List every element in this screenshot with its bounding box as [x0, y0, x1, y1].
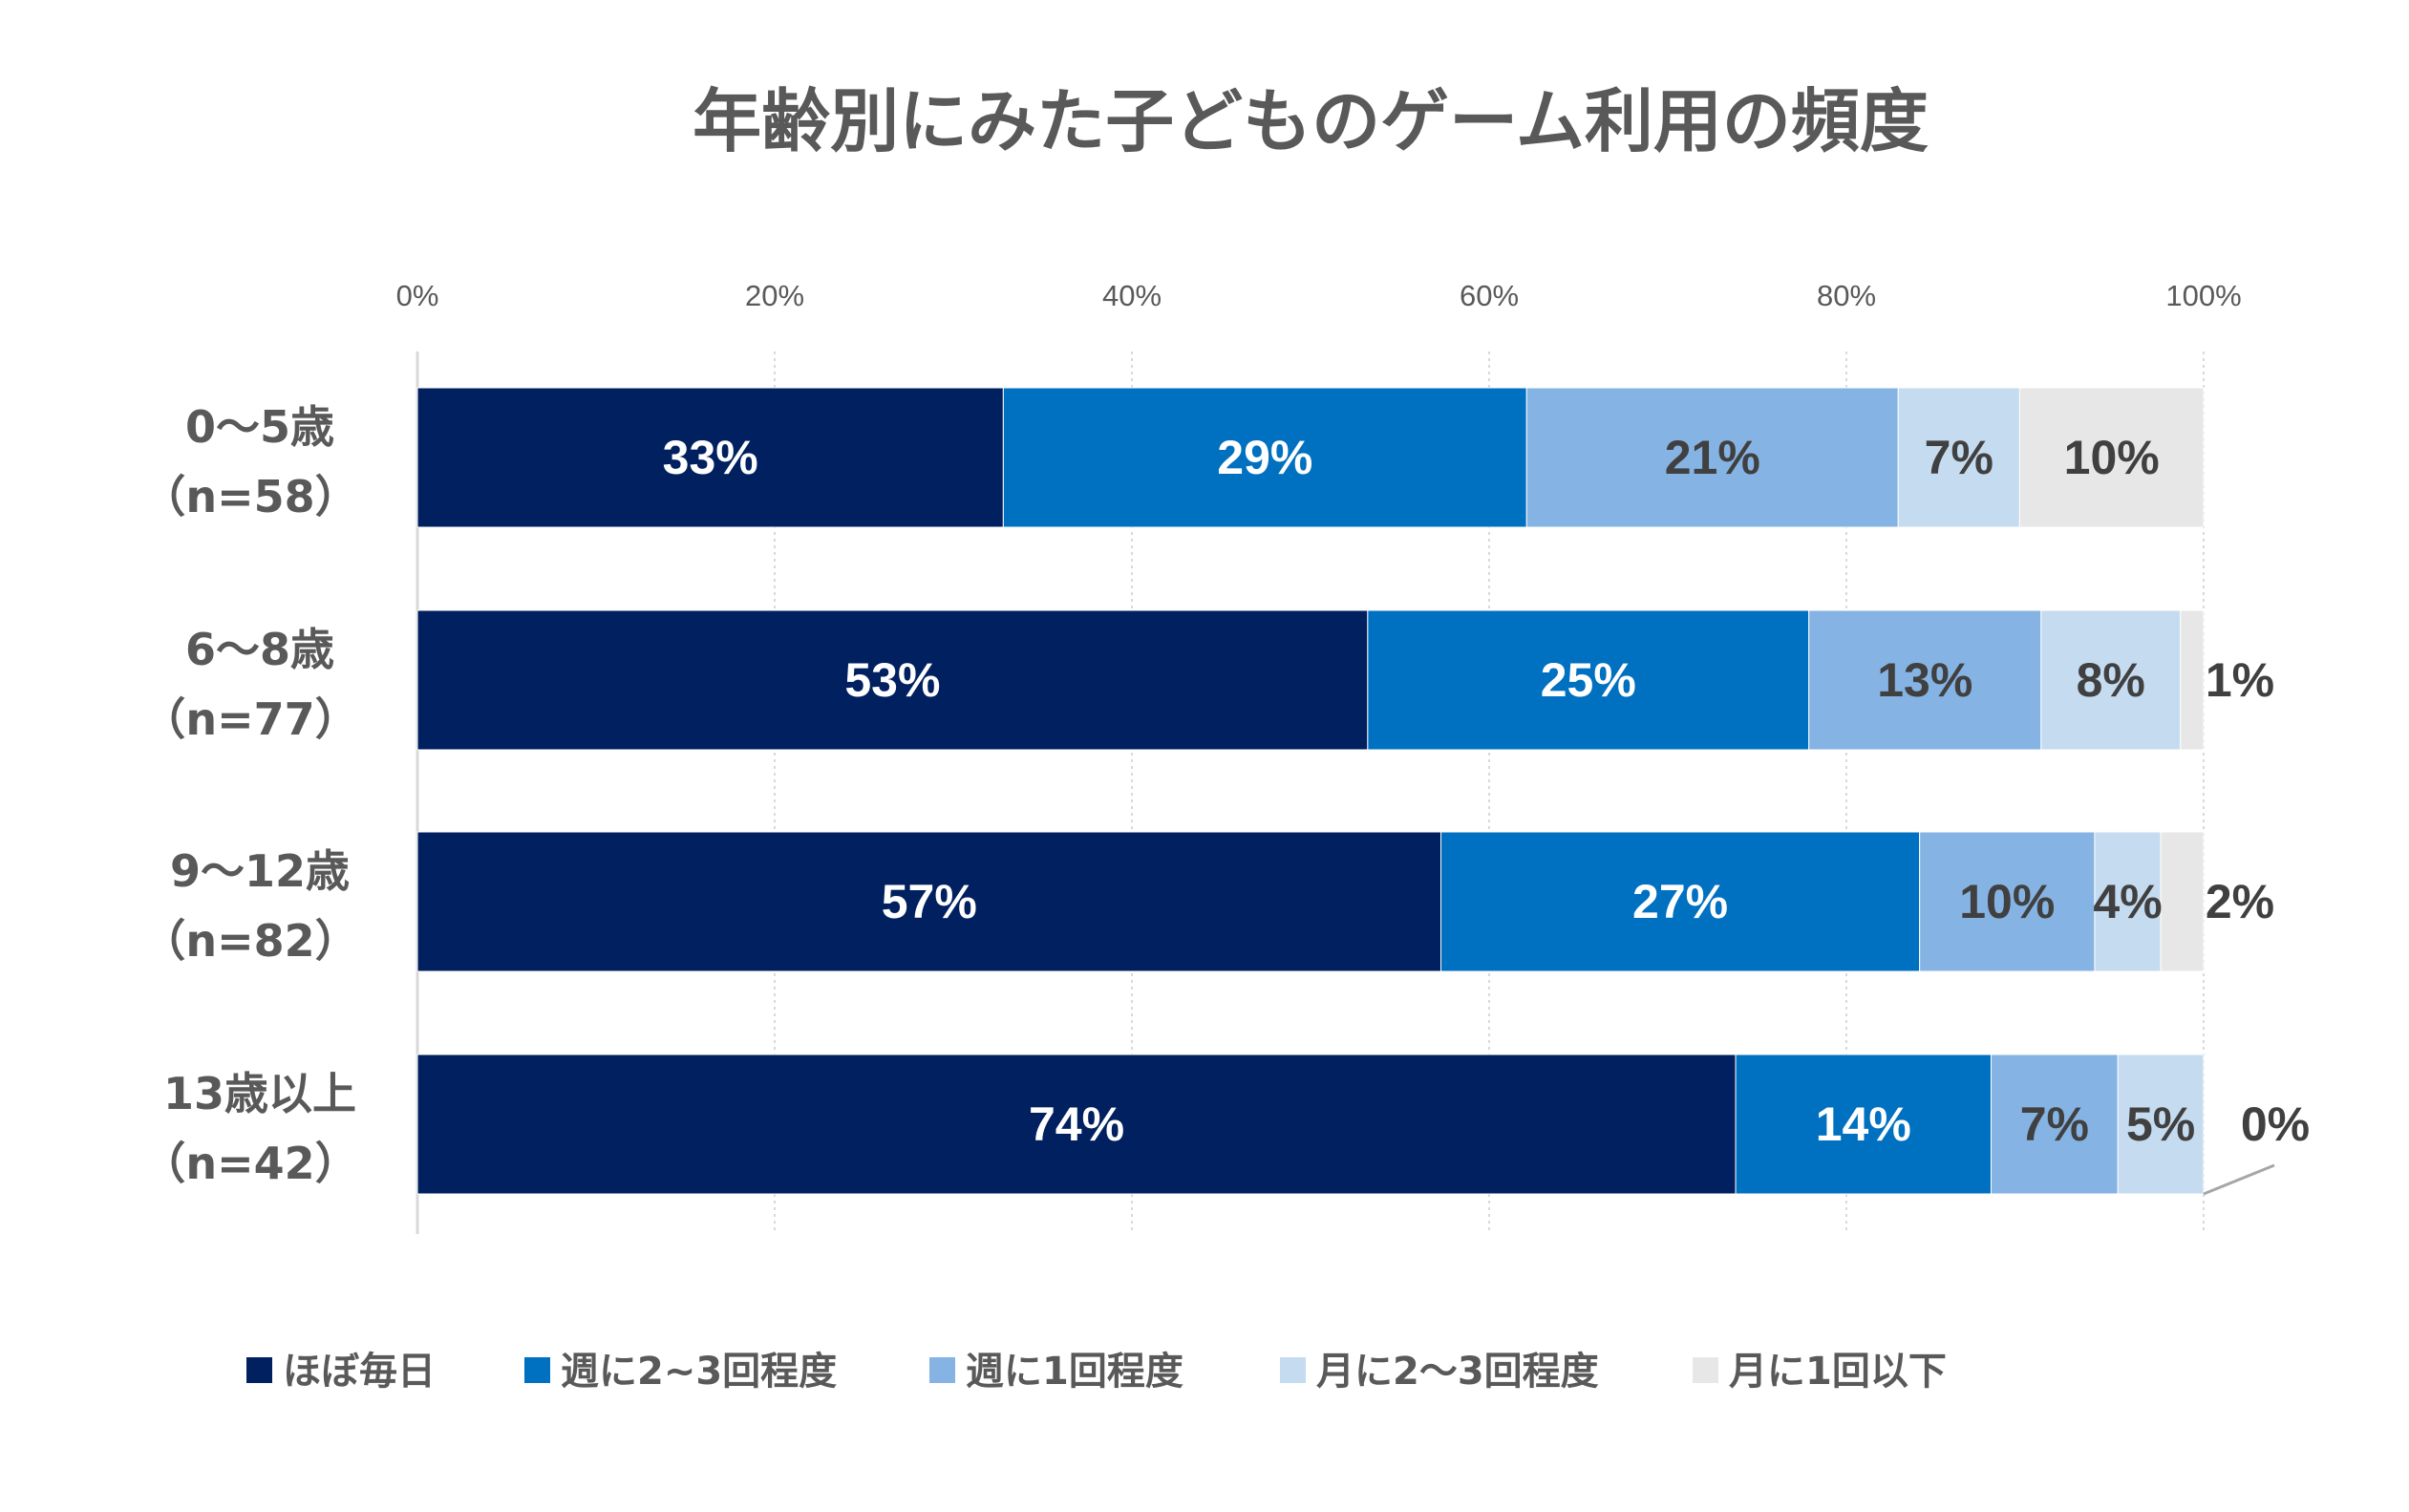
bar-segment [1919, 831, 2096, 972]
chart-title: 年齢別にみた子どものゲーム利用の頻度 [693, 81, 1929, 161]
bar-segment [1525, 387, 1899, 528]
data-label: 57% [882, 875, 977, 928]
data-label: 13% [1877, 653, 1972, 707]
legend-swatch [1280, 1357, 1306, 1383]
bar-segment [1897, 387, 2020, 528]
data-label: 10% [2064, 431, 2160, 484]
bars [416, 387, 2205, 1195]
legend-swatch [929, 1357, 955, 1383]
bar-segment [2040, 609, 2182, 751]
x-tick-label: 100% [2165, 279, 2241, 312]
legend-swatch [524, 1357, 550, 1383]
data-label: 7% [1925, 431, 1993, 484]
bar-segment [416, 1054, 1737, 1195]
category-label: 0〜5歳 [185, 401, 334, 453]
category-sample-size: （n=82） [141, 915, 358, 967]
data-label: 2% [2206, 875, 2274, 928]
bar-segment [416, 831, 1442, 972]
bar-segment [2180, 609, 2205, 751]
x-tick-label: 60% [1460, 279, 1519, 312]
data-label: 10% [1959, 875, 2055, 928]
data-label: 29% [1217, 431, 1312, 484]
category-labels: 0〜5歳 （n=58） 6〜8歳 （n=77） 9〜12歳 （n=82） 13歳以上 （n=4… [141, 401, 358, 1189]
legend-swatch [246, 1357, 272, 1383]
x-tick-label: 40% [1102, 279, 1162, 312]
x-axis-ticks: 0% 20% 40% 60% 80% 100% [396, 279, 2242, 312]
legend-label: 月に2〜3回程度 [1316, 1350, 1599, 1394]
bar-segment [1440, 831, 1921, 972]
bar-segment [2117, 1054, 2205, 1195]
bar-segment [1808, 609, 2042, 751]
x-tick-label: 20% [745, 279, 804, 312]
data-label: 7% [2020, 1097, 2089, 1151]
bar-segment [1367, 609, 1810, 751]
legend-label: 週に1回程度 [966, 1350, 1183, 1394]
category-sample-size: （n=42） [141, 1138, 358, 1189]
data-label: 25% [1541, 653, 1636, 707]
bar-segment [416, 609, 1369, 751]
legend-swatch [1693, 1357, 1718, 1383]
data-label: 27% [1632, 875, 1728, 928]
category-sample-size: （n=77） [141, 693, 358, 745]
category-label: 13歳以上 [163, 1068, 356, 1119]
data-labels: 33% 29% 21% 7% 10% 53% 25% 13% 8% 1% 57% 27% 10% 4% 2%… [663, 431, 2310, 1196]
category-label: 9〜12歳 [170, 845, 350, 897]
x-tick-label: 80% [1817, 279, 1876, 312]
legend-label: 月に1回以下 [1729, 1350, 1947, 1394]
legend: ほぼ毎日 週に2~3回程度 週に1回程度 月に2〜3回程度 月に1回以下 [246, 1350, 1947, 1394]
data-label: 14% [1816, 1097, 1911, 1151]
data-label: 53% [844, 653, 940, 707]
x-tick-label: 0% [396, 279, 439, 312]
bar-segment [416, 387, 1004, 528]
data-label: 33% [663, 431, 758, 484]
data-label: 21% [1665, 431, 1760, 484]
bar-segment [2160, 831, 2205, 972]
bar-segment [2094, 831, 2162, 972]
data-label: 4% [2093, 875, 2162, 928]
data-label: 5% [2126, 1097, 2195, 1151]
leader-line [2203, 1163, 2275, 1196]
category-sample-size: （n=58） [141, 471, 358, 522]
data-label: 8% [2077, 653, 2145, 707]
data-label: 1% [2206, 653, 2274, 707]
bar-segment [2018, 387, 2205, 528]
legend-label: ほぼ毎日 [283, 1350, 436, 1394]
data-label: 74% [1029, 1097, 1124, 1151]
data-label: 0% [2241, 1097, 2310, 1151]
legend-label: 週に2~3回程度 [561, 1350, 837, 1394]
category-label: 6〜8歳 [185, 624, 334, 675]
